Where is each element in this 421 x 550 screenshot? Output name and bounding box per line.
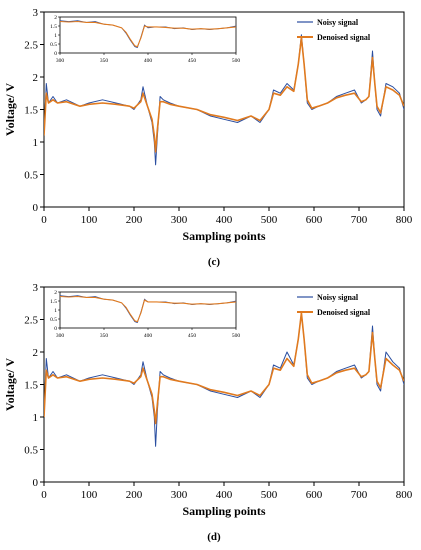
x-tick-label: 700	[351, 489, 368, 501]
x-tick-label: 200	[126, 214, 143, 226]
y-tick-label: 1	[33, 412, 39, 424]
y-tick-label: 1	[33, 137, 39, 149]
x-tick-label: 400	[216, 489, 233, 501]
inset-y-tick-label: 2	[54, 290, 57, 296]
inset-y-tick-label: 1.5	[50, 24, 57, 30]
inset-y-tick-label: 1.5	[50, 299, 57, 305]
inset-y-tick-label: 0	[54, 51, 57, 57]
x-tick-label: 500	[261, 214, 278, 226]
y-tick-label: 2.5	[24, 40, 38, 52]
chart-c: 0 0.5 1 1.5 2 2.5 3 0 100 200 300 400 500 600 700 800 Sa…	[3, 7, 413, 268]
inset-denoised-line	[59, 295, 237, 323]
inset-frame	[59, 16, 237, 54]
denoised-signal-line	[44, 312, 404, 425]
x-tick-label: 0	[41, 214, 47, 226]
chart-d: 0 0.5 1 1.5 2 2.5 3 0 100 200 300 400 500 600 700 800 Sa…	[3, 282, 413, 543]
inset-y-tick-label: 1	[54, 33, 57, 39]
x-axis-title: Sampling points	[182, 229, 265, 243]
legend-label-noisy: Noisy signal	[317, 18, 359, 27]
y-axis-title: Voltage/ V	[3, 358, 17, 411]
x-tick-label: 300	[171, 214, 188, 226]
inset-x-tick-label: 400	[144, 58, 153, 64]
x-tick-label: 100	[81, 489, 98, 501]
y-tick-label: 3	[33, 7, 39, 19]
panel-label: (c)	[208, 256, 221, 268]
inset-x-tick-label: 450	[188, 333, 197, 339]
x-tick-label: 800	[396, 214, 413, 226]
x-tick-label: 800	[396, 489, 413, 501]
panel-label: (d)	[207, 531, 221, 543]
inset-x-tick-label: 500	[232, 333, 241, 339]
inset-y-tick-label: 1	[54, 308, 57, 314]
x-axis-title: Sampling points	[182, 504, 265, 518]
chart-panel-c: 0 0.5 1 1.5 2 2.5 3 0 100 200 300 400 500 600 700 800 Sa…	[3, 7, 413, 268]
x-tick-label: 300	[171, 489, 188, 501]
y-tick-label: 2	[33, 72, 39, 84]
inset-x-tick-label: 300	[56, 333, 65, 339]
inset-y-tick-label: 0.5	[50, 317, 57, 323]
x-tick-label: 700	[351, 214, 368, 226]
inset-x-tick-label: 450	[188, 58, 197, 64]
y-tick-label: 3	[33, 282, 39, 294]
x-tick-label: 100	[81, 214, 98, 226]
inset-x-tick-label: 350	[100, 58, 109, 64]
x-tick-label: 600	[306, 214, 323, 226]
inset-y-tick-label: 0	[54, 326, 57, 332]
y-tick-label: 2.5	[24, 315, 38, 327]
inset-y-tick-label: 2	[54, 15, 57, 21]
legend-label-denoised: Denoised signal	[317, 33, 371, 42]
inset-chart: 0 0.5 1 1.5 2 300 350 400 450 500	[50, 15, 240, 64]
x-tick-label: 600	[306, 489, 323, 501]
y-tick-label: 0.5	[24, 170, 38, 182]
inset-y-tick-label: 0.5	[50, 42, 57, 48]
inset-x-tick-label: 300	[56, 58, 65, 64]
y-tick-label: 2	[33, 347, 39, 359]
legend-label-noisy: Noisy signal	[317, 293, 359, 302]
x-tick-label: 200	[126, 489, 143, 501]
inset-chart: 0 0.5 1 1.5 2 300 350 400 450 500	[50, 290, 240, 339]
x-tick-label: 400	[216, 214, 233, 226]
denoised-signal-line	[44, 37, 404, 153]
inset-denoised-line	[59, 20, 237, 48]
y-tick-label: 0	[33, 202, 39, 214]
y-axis-title: Voltage/ V	[3, 83, 17, 136]
inset-x-tick-label: 500	[232, 58, 241, 64]
chart-panel-d: 0 0.5 1 1.5 2 2.5 3 0 100 200 300 400 500 600 700 800 Sa…	[0, 275, 421, 550]
inset-x-tick-label: 350	[100, 333, 109, 339]
y-tick-label: 0.5	[24, 445, 38, 457]
x-tick-label: 500	[261, 489, 278, 501]
inset-x-tick-label: 400	[144, 333, 153, 339]
y-tick-label: 0	[33, 477, 39, 489]
y-tick-label: 1.5	[24, 380, 38, 392]
y-tick-label: 1.5	[24, 105, 38, 117]
legend-label-denoised: Denoised signal	[317, 308, 371, 317]
x-tick-label: 0	[41, 489, 47, 501]
